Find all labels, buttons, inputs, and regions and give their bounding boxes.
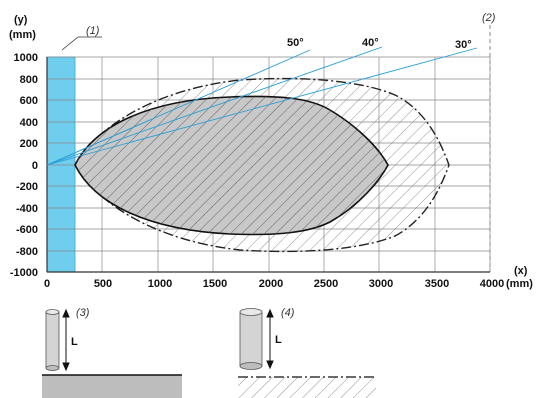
y-axis-unit: (mm)	[9, 29, 36, 41]
y-tick: -1000	[10, 267, 38, 279]
angle-label-30: 30°	[455, 39, 472, 51]
x-tick: 2000	[259, 278, 283, 290]
x-tick: 4000	[480, 278, 504, 290]
callout-3: (3)	[76, 307, 90, 319]
y-tick: 200	[20, 138, 38, 150]
angle-label-40: 40°	[362, 37, 379, 49]
cylinder-target-icon	[45, 309, 60, 371]
x-tick: 2500	[314, 278, 338, 290]
arrow-length-icon	[62, 308, 70, 372]
x-tick: 1500	[203, 278, 227, 290]
x-tick: 3500	[425, 278, 449, 290]
x-tick: 1000	[148, 278, 172, 290]
y-tick: 800	[20, 74, 38, 86]
y-tick: 400	[20, 117, 38, 129]
y-axis-title: (y)	[14, 14, 28, 26]
x-tick: 500	[94, 278, 112, 290]
y-tick: -800	[16, 246, 38, 258]
callout-1: (1)	[86, 25, 100, 37]
x-axis-unit: (mm)	[506, 278, 533, 290]
y-tick: -400	[16, 203, 38, 215]
sensor-bar	[46, 56, 76, 273]
callout-2: (2)	[482, 12, 496, 24]
y-tick: -600	[16, 224, 38, 236]
hatched-plate-icon	[238, 377, 376, 398]
metal-plate-icon	[42, 375, 182, 398]
y-tick: 600	[20, 95, 38, 107]
cylinder-target-icon	[239, 308, 263, 370]
y-tick-labels: 1000 800 600 400 200 0 -200 -400 -600 -8…	[10, 52, 38, 279]
callout-4: (4)	[281, 307, 295, 319]
y-tick: 1000	[14, 52, 38, 64]
x-tick: 0	[44, 278, 50, 290]
arrow-length-icon	[266, 308, 274, 370]
x-tick: 3000	[369, 278, 393, 290]
length-label-3: L	[71, 336, 78, 348]
length-label-4: L	[275, 334, 282, 346]
beam-angle-lines	[46, 46, 478, 166]
y-tick: -200	[16, 181, 38, 193]
x-tick-labels: 0 500 1000 1500 2000 2500 3000 3500 4000	[44, 278, 504, 290]
angle-label-50: 50°	[287, 37, 304, 49]
x-axis-title: (x)	[514, 265, 528, 277]
y-tick: 0	[32, 160, 38, 172]
